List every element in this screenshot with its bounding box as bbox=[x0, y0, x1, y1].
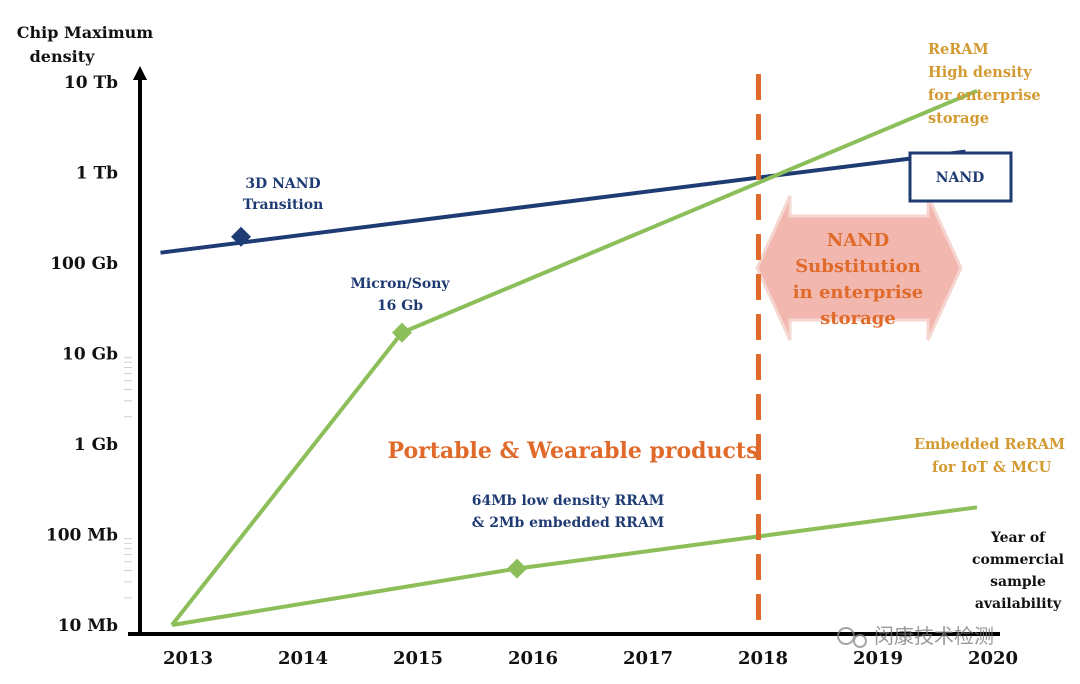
y-axis-arrowhead bbox=[133, 66, 147, 80]
annotation-micron-line2: 16 Gb bbox=[377, 298, 423, 314]
annotation-3d-nand-line1: 3D NAND bbox=[245, 176, 320, 192]
series-line-nand bbox=[160, 149, 966, 255]
annotation-3d-nand-line2: Transition bbox=[243, 197, 324, 213]
wechat-icon-small bbox=[853, 634, 867, 648]
y-axis-title-line2: density bbox=[30, 47, 95, 66]
x-tick-label: 2016 bbox=[508, 648, 558, 669]
series-marker-reram_embedded bbox=[507, 558, 527, 579]
nand-label: NAND bbox=[936, 170, 985, 186]
annotation-reram-line4: storage bbox=[928, 110, 989, 127]
y-tick-label: 10 Mb bbox=[58, 616, 118, 636]
y-tick-label: 100 Mb bbox=[46, 526, 118, 546]
x-tick-label: 2017 bbox=[623, 648, 673, 669]
x-tick-label: 2014 bbox=[278, 648, 328, 669]
series-line-reram_high bbox=[170, 88, 978, 627]
y-tick-label: 1 Tb bbox=[76, 164, 118, 184]
watermark: 闵康技术检测 bbox=[837, 624, 994, 648]
annotation-low-density-line1: 64Mb low density RRAM bbox=[472, 493, 664, 509]
substitution-arrow-shape bbox=[755, 195, 963, 341]
nand-label-box bbox=[908, 151, 1013, 203]
annotation-substitution-line2: Substitution bbox=[795, 256, 921, 277]
minor-ticks bbox=[124, 357, 132, 599]
annotation-reram-line3: for enterprise bbox=[928, 87, 1041, 104]
series-marker-nand bbox=[231, 226, 251, 247]
annotation-micron-line1: Micron/Sony bbox=[350, 276, 450, 292]
x-tick-label: 2015 bbox=[393, 648, 443, 669]
y-axis-title-line1: Chip Maximum bbox=[17, 23, 153, 42]
x-tick-label: 2020 bbox=[968, 648, 1018, 669]
x-tick-label: 2013 bbox=[163, 648, 213, 669]
y-tick-labels: 10 Mb 100 Mb 1 Gb 10 Gb 100 Gb 1 Tb 10 Tb bbox=[46, 73, 118, 636]
x-tick-label: 2018 bbox=[738, 648, 788, 669]
x-axis-title-line1: Year of bbox=[990, 530, 1046, 546]
x-tick-labels: 2013 2014 2015 2016 2017 2018 2019 2020 bbox=[163, 648, 1018, 669]
annotation-embedded-line2: for IoT & MCU bbox=[932, 459, 1052, 476]
annotation-reram-line2: High density bbox=[928, 64, 1032, 81]
y-tick-label: 1 Gb bbox=[74, 435, 118, 455]
annotation-substitution-line4: storage bbox=[820, 308, 896, 329]
annotation-reram-line1: ReRAM bbox=[928, 41, 989, 58]
x-axis-title-line4: availability bbox=[975, 596, 1062, 612]
annotation-low-density-line2: & 2Mb embedded RRAM bbox=[472, 515, 665, 531]
series-marker-reram_high bbox=[392, 322, 412, 343]
y-tick-label: 10 Gb bbox=[62, 345, 118, 365]
x-axis-title-line2: commercial bbox=[972, 552, 1064, 568]
x-axis-title-line3: sample bbox=[990, 574, 1046, 590]
x-tick-label: 2019 bbox=[853, 648, 903, 669]
annotation-embedded-line1: Embedded ReRAM bbox=[914, 436, 1065, 453]
annotation-substitution-line1: NAND bbox=[827, 230, 889, 251]
wechat-icon bbox=[837, 627, 855, 645]
watermark-text: 闵康技术检测 bbox=[874, 624, 994, 648]
annotation-substitution-line3: in enterprise bbox=[793, 282, 923, 303]
annotation-portable: Portable & Wearable products bbox=[388, 438, 759, 464]
y-tick-label: 100 Gb bbox=[50, 254, 118, 274]
series-layer bbox=[160, 88, 978, 627]
y-tick-label: 10 Tb bbox=[64, 73, 118, 93]
